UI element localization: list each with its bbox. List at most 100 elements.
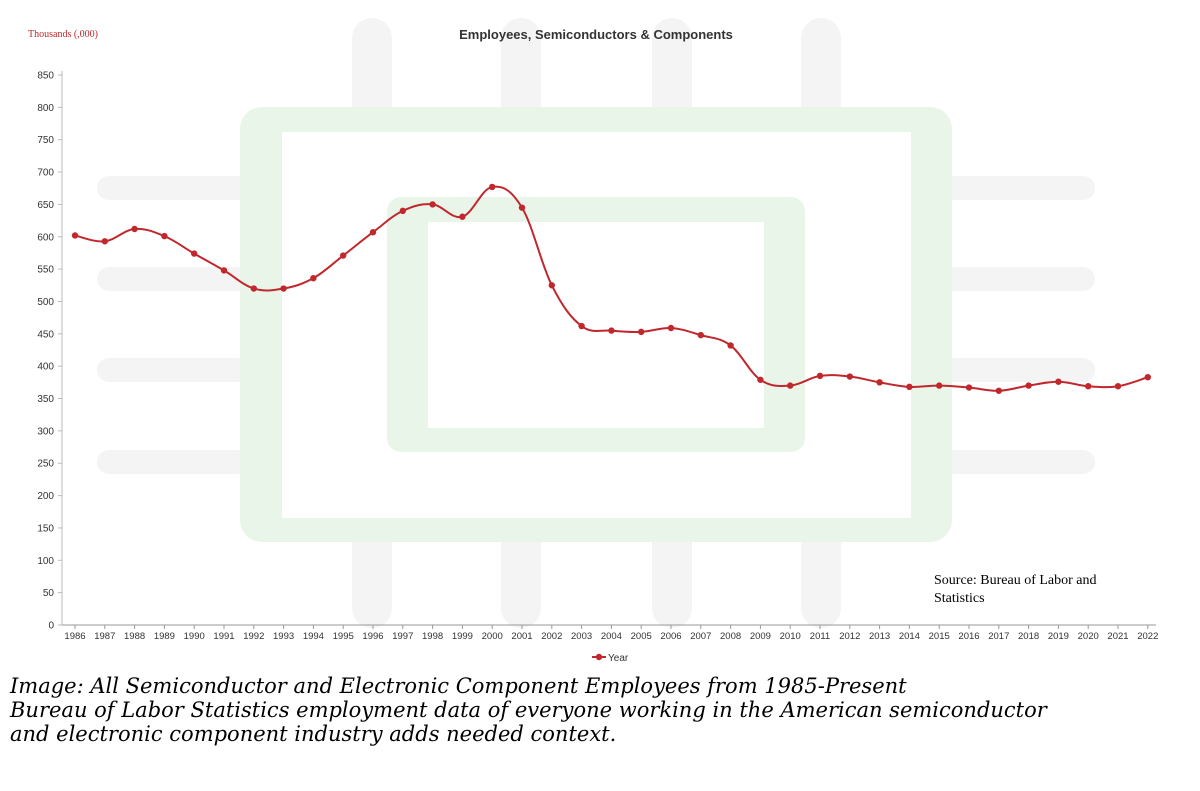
data-point-1997 [399, 207, 406, 215]
x-tick-label: 2015 [929, 631, 950, 642]
data-point-1990 [191, 250, 198, 257]
data-point-1993 [280, 285, 287, 292]
y-tick-label: 500 [37, 297, 54, 308]
y-axis: 0 50 100 150 200 250 300 350 400 450 500 550 600 650 7… [37, 71, 63, 632]
y-tick-label: 50 [43, 588, 55, 599]
x-tick-label: 1989 [154, 631, 175, 642]
x-tick-label: 2011 [810, 631, 830, 642]
data-point-1986 [71, 232, 79, 239]
data-point-1988 [131, 225, 138, 233]
x-tick-label: 2010 [780, 631, 801, 642]
line-chart: Employees, Semiconductors & Components T… [28, 18, 1158, 664]
x-tick-label: 2004 [601, 631, 622, 642]
data-point-2020 [1085, 383, 1092, 390]
data-point-2000 [489, 183, 496, 191]
x-tick-label: 2022 [1137, 631, 1158, 642]
data-point-2004 [608, 327, 615, 334]
data-point-2012 [846, 373, 853, 380]
chart-area: Employees, Semiconductors & Components T… [28, 18, 1158, 664]
data-point-2018 [1025, 382, 1032, 389]
data-point-2016 [965, 384, 973, 391]
x-tick-label: 2006 [660, 631, 681, 642]
y-tick-label: 100 [37, 556, 54, 567]
x-tick-label: 2016 [958, 631, 979, 642]
x-tick-label: 2018 [1018, 631, 1039, 642]
legend-label: Year [608, 653, 629, 664]
caption-line-1: Image: All Semiconductor and Electronic … [10, 674, 907, 698]
caption-line-2: Bureau of Labor Statistics employment da… [10, 698, 1047, 722]
x-tick-label: 1995 [333, 631, 354, 642]
y-tick-label: 700 [37, 168, 54, 179]
figure-caption: Image: All Semiconductor and Electronic … [10, 674, 1180, 746]
data-point-1995 [340, 252, 347, 259]
x-tick-label: 1994 [303, 631, 324, 642]
x-tick-label: 1986 [64, 631, 85, 642]
x-tick-label: 2008 [720, 631, 741, 642]
y-tick-label: 200 [37, 491, 54, 502]
x-tick-label: 1998 [422, 631, 443, 642]
chip-watermark [97, 18, 1095, 628]
x-tick-label: 1988 [124, 631, 145, 642]
data-point-2002 [548, 282, 555, 289]
x-tick-label: 1999 [452, 631, 473, 642]
y-tick-label: 250 [37, 459, 54, 470]
data-point-2008 [727, 342, 734, 349]
x-tick-label: 2001 [511, 631, 532, 642]
data-point-2010 [787, 382, 794, 389]
data-point-1989 [161, 232, 168, 240]
data-point-2005 [638, 328, 645, 336]
x-tick-label: 2005 [631, 631, 652, 642]
x-tick-label: 2000 [482, 631, 503, 642]
x-axis: 1986 1987 1988 1989 1990 1991 1992 1993 1994 1995… [62, 624, 1158, 642]
y-axis-label: Thousands (,000) [28, 29, 98, 40]
source-annotation-line-2: Statistics [934, 591, 985, 606]
x-tick-label: 1987 [94, 631, 115, 642]
x-tick-label: 2014 [899, 631, 920, 642]
legend: Year [592, 653, 629, 664]
x-tick-label: 2007 [690, 631, 711, 642]
x-tick-label: 2009 [750, 631, 771, 642]
y-tick-label: 450 [37, 329, 54, 340]
y-tick-label: 850 [37, 71, 54, 82]
data-point-2019 [1055, 378, 1062, 385]
data-point-2015 [936, 382, 943, 389]
data-point-1992 [250, 285, 257, 292]
x-tick-label: 1996 [362, 631, 383, 642]
y-tick-label: 300 [37, 426, 54, 437]
y-tick-label: 400 [37, 362, 54, 373]
y-tick-label: 550 [37, 265, 54, 276]
source-annotation-line-1: Source: Bureau of Labor and [934, 573, 1097, 588]
x-tick-label: 2021 [1107, 631, 1128, 642]
x-tick-label: 1993 [273, 631, 294, 642]
data-point-2003 [578, 322, 585, 330]
x-tick-label: 1992 [243, 631, 264, 642]
data-point-2022 [1144, 373, 1152, 381]
y-tick-label: 600 [37, 232, 54, 243]
source-annotation: Source: Bureau of Labor and Statistics [934, 573, 1100, 606]
data-point-1994 [310, 274, 317, 282]
data-point-2007 [697, 331, 704, 339]
chart-title: Employees, Semiconductors & Components [459, 27, 733, 42]
x-tick-label: 1990 [184, 631, 205, 642]
x-tick-label: 2003 [571, 631, 592, 642]
data-point-2013 [876, 379, 883, 386]
y-tick-label: 800 [37, 103, 54, 114]
x-tick-label: 1997 [392, 631, 413, 642]
x-tick-label: 2017 [988, 631, 1009, 642]
data-point-2011 [816, 372, 824, 380]
data-point-2006 [667, 324, 675, 332]
y-tick-label: 350 [37, 394, 54, 405]
x-tick-label: 1991 [213, 631, 234, 642]
data-point-1996 [369, 229, 377, 236]
y-tick-label: 150 [37, 523, 54, 534]
data-point-1991 [220, 267, 228, 274]
data-point-1999 [459, 213, 466, 220]
y-tick-label: 0 [48, 621, 54, 632]
data-point-2001 [518, 204, 526, 211]
x-tick-label: 2020 [1078, 631, 1099, 642]
data-point-2009 [757, 376, 764, 383]
data-point-2014 [906, 383, 913, 391]
x-tick-label: 2012 [839, 631, 860, 642]
data-point-1998 [429, 201, 436, 208]
data-point-2017 [995, 387, 1002, 394]
